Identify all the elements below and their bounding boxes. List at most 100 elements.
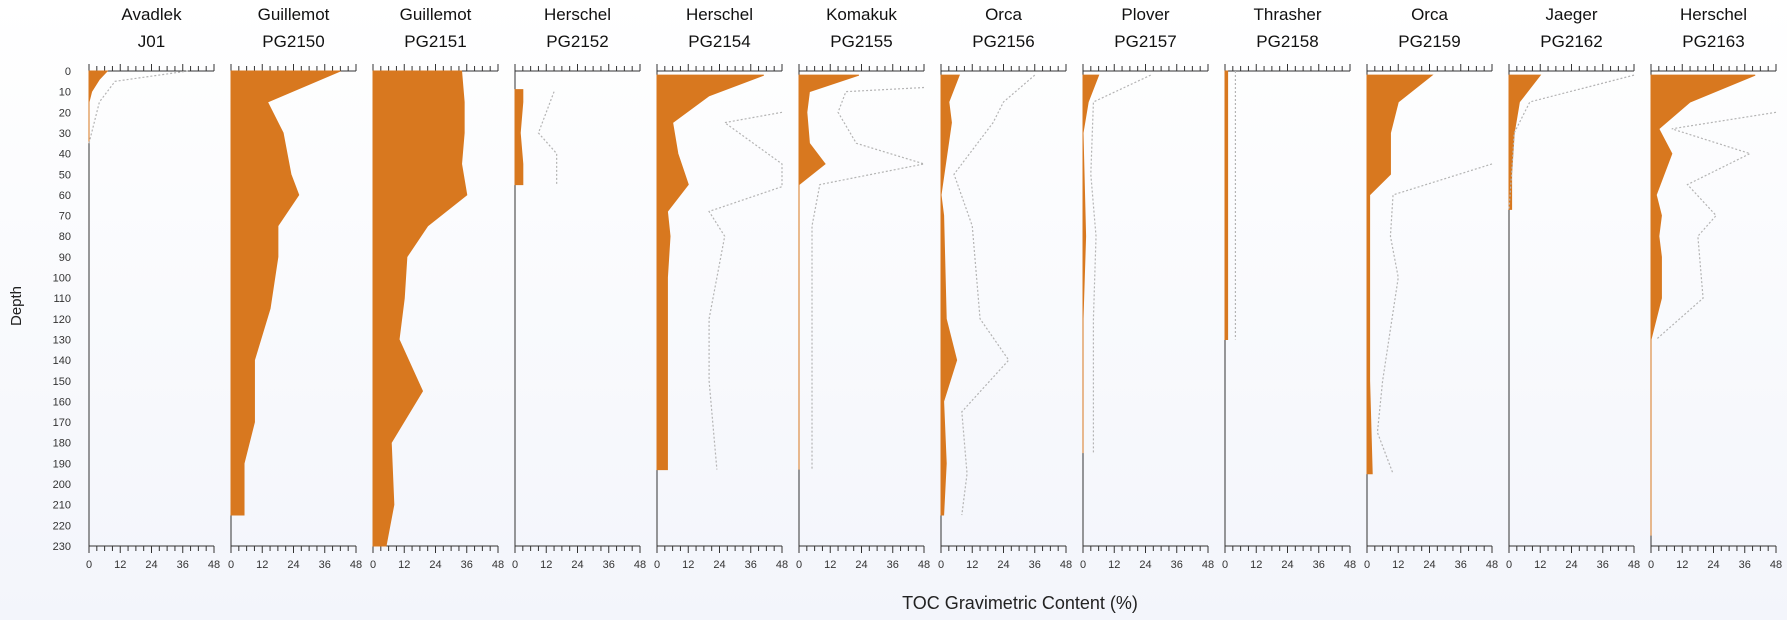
y-tick-label: 110 (53, 293, 71, 305)
x-tick-label: 36 (603, 559, 615, 571)
toc-fill-area (656, 74, 764, 471)
x-tick-label: 12 (1108, 559, 1120, 571)
core-panel-pg2150: Guillemot PG2150 0 12 24 36 48 (228, 5, 362, 571)
dotted-profile-line (537, 91, 558, 185)
panel-core-label: PG2158 (1256, 32, 1318, 51)
x-tick-label: 48 (1486, 559, 1498, 571)
panel-core-label: PG2159 (1398, 32, 1460, 51)
x-tick-label: 0 (1222, 559, 1228, 571)
y-tick-label: 210 (53, 500, 71, 512)
y-tick-label: 90 (59, 252, 71, 264)
x-tick-label: 0 (796, 559, 802, 571)
x-tick-label: 24 (1565, 559, 1577, 571)
x-tick-label: 0 (370, 559, 376, 571)
core-panel-pg2159: Orca PG2159 0 12 24 36 48 (1364, 5, 1498, 571)
dotted-profile-line (811, 86, 925, 470)
y-tick-label: 30 (59, 128, 71, 140)
y-tick-label: 50 (59, 169, 71, 181)
panel-site-label: Jaeger (1546, 5, 1598, 24)
y-tick-label: 120 (53, 314, 71, 326)
x-tick-label: 0 (654, 559, 660, 571)
panel-core-label: PG2150 (262, 32, 324, 51)
panel-core-label: PG2152 (546, 32, 608, 51)
panel-site-label: Orca (985, 5, 1022, 24)
toc-fill-area (1650, 74, 1756, 536)
x-tick-label: 48 (1202, 559, 1214, 571)
y-tick-label: 80 (59, 231, 71, 243)
x-tick-label: 12 (256, 559, 268, 571)
toc-fill-area (940, 74, 960, 516)
toc-fill-area (1082, 74, 1100, 454)
x-tick-label: 48 (1628, 559, 1640, 571)
x-tick-label: 48 (350, 559, 362, 571)
x-tick-label: 48 (208, 559, 220, 571)
x-tick-label: 0 (512, 559, 518, 571)
x-tick-label: 48 (918, 559, 930, 571)
y-tick-label: 170 (53, 417, 71, 429)
depth-axis: 0 10 20 30 40 50 60 70 80 90 100 110 120 130 140 150 160… (53, 66, 71, 553)
dotted-profile-line (1090, 74, 1151, 454)
x-tick-label: 12 (824, 559, 836, 571)
x-tick-label: 0 (1506, 559, 1512, 571)
toc-fill-area (1366, 74, 1434, 475)
x-tick-label: 36 (1313, 559, 1325, 571)
panel-site-label: Thrasher (1253, 5, 1321, 24)
y-tick-label: 0 (65, 66, 71, 78)
toc-fill-area (1224, 70, 1229, 340)
x-tick-label: 12 (1250, 559, 1262, 571)
core-panel-pg2155: Komakuk PG2155 0 12 24 36 48 (796, 5, 930, 571)
panel-core-label: PG2155 (830, 32, 892, 51)
core-panel-pg2163: Herschel PG2163 0 12 24 36 48 (1648, 5, 1782, 571)
dotted-profile-line (953, 74, 1036, 516)
x-tick-label: 48 (492, 559, 504, 571)
core-panel-pg2152: Herschel PG2152 0 12 24 36 48 (512, 5, 646, 571)
panel-site-label: Komakuk (826, 5, 897, 24)
panel-site-label: Herschel (686, 5, 753, 24)
panel-site-label: Guillemot (258, 5, 330, 24)
x-tick-label: 0 (1080, 559, 1086, 571)
panel-site-label: Avadlek (121, 5, 182, 24)
dotted-profile-line (88, 70, 189, 144)
y-tick-label: 130 (53, 334, 71, 346)
x-tick-label: 36 (1171, 559, 1183, 571)
core-panel-pg2156: Orca PG2156 0 12 24 36 48 (938, 5, 1072, 571)
panel-core-label: PG2157 (1114, 32, 1176, 51)
panel-site-label: Orca (1411, 5, 1448, 24)
y-tick-label: 220 (53, 520, 71, 532)
core-panel-pg2154: Herschel PG2154 0 12 24 36 48 (654, 5, 788, 571)
x-tick-label: 36 (1739, 559, 1751, 571)
panel-core-label: J01 (138, 32, 165, 51)
x-tick-label: 12 (1392, 559, 1404, 571)
y-tick-label: 10 (59, 87, 71, 99)
x-tick-label: 36 (1455, 559, 1467, 571)
core-panel-pg2151: Guillemot PG2151 0 12 24 36 48 (370, 5, 504, 571)
y-tick-label: 40 (59, 149, 71, 161)
core-panel-pg2158: Thrasher PG2158 0 12 24 36 48 (1222, 5, 1356, 571)
x-tick-label: 0 (1364, 559, 1370, 571)
x-tick-label: 24 (429, 559, 441, 571)
core-panel-pg2162: Jaeger PG2162 0 12 24 36 48 (1506, 5, 1640, 571)
x-tick-label: 24 (287, 559, 299, 571)
y-tick-label: 150 (53, 376, 71, 388)
x-tick-label: 24 (1423, 559, 1435, 571)
x-tick-label: 24 (145, 559, 157, 571)
toc-fill-area (798, 74, 860, 470)
panel-core-label: PG2154 (688, 32, 750, 51)
x-tick-label: 24 (997, 559, 1009, 571)
y-tick-label: 160 (53, 396, 71, 408)
x-tick-label: 0 (86, 559, 92, 571)
panel-core-label: PG2163 (1682, 32, 1744, 51)
y-tick-label: 100 (53, 273, 71, 285)
x-axis-label: TOC Gravimetric Content (%) (902, 593, 1138, 613)
x-tick-label: 0 (228, 559, 234, 571)
x-tick-label: 36 (319, 559, 331, 571)
x-tick-label: 12 (682, 559, 694, 571)
panel-site-label: Plover (1121, 5, 1170, 24)
x-tick-label: 24 (571, 559, 583, 571)
x-tick-label: 24 (1281, 559, 1293, 571)
x-tick-label: 36 (1029, 559, 1041, 571)
core-panel-pg2157: Plover PG2157 0 12 24 36 48 (1080, 5, 1214, 571)
y-tick-label: 230 (53, 541, 71, 553)
panel-core-label: PG2151 (404, 32, 466, 51)
